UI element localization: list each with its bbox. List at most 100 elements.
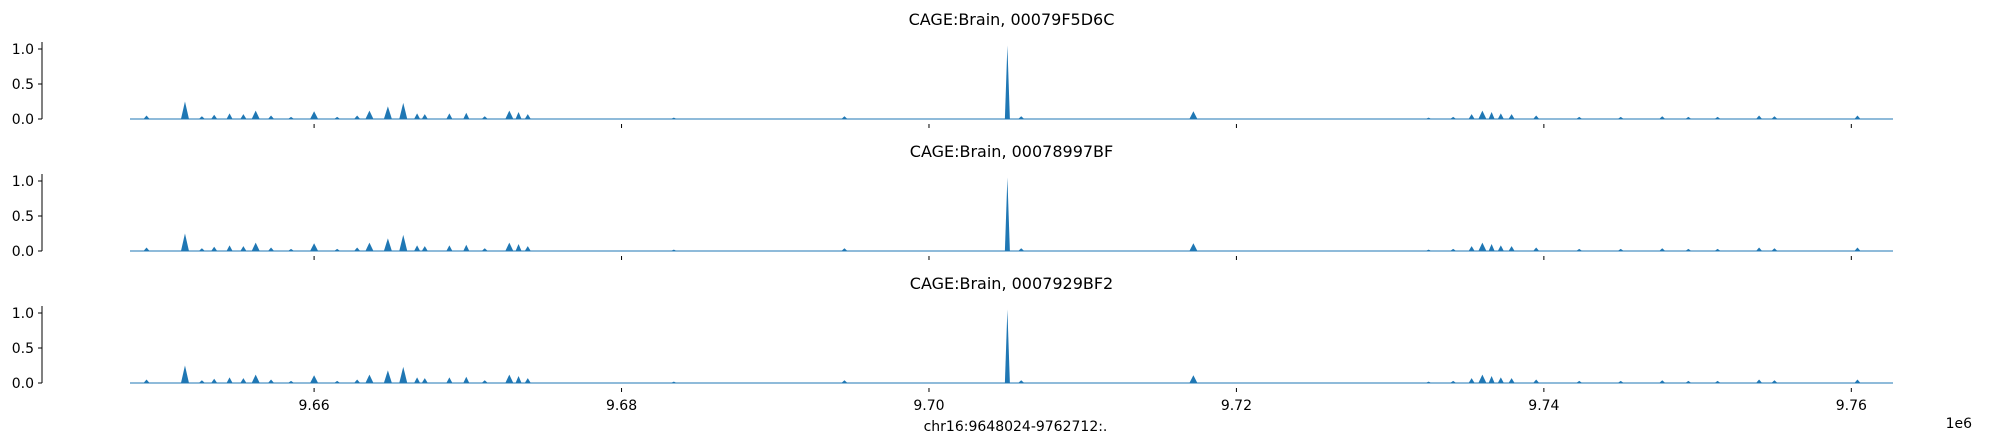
signal-peak <box>1617 248 1624 251</box>
signal-peak <box>1497 245 1504 251</box>
signal-peak <box>143 379 150 383</box>
signal-peak <box>1478 242 1487 251</box>
signal-peak <box>1533 115 1540 119</box>
signal-peak <box>505 374 514 383</box>
signal-peak <box>268 379 275 383</box>
signal-peak <box>1756 115 1763 119</box>
signal-peak <box>505 110 514 119</box>
signal-peak <box>334 380 341 383</box>
x-tick-label: 9.74 <box>1528 398 1559 414</box>
signal-peak <box>240 378 247 383</box>
signal-peak <box>211 378 218 383</box>
signal-peak <box>383 370 392 383</box>
signal-peak <box>463 112 470 119</box>
y-tick-label: 0.0 <box>12 244 34 260</box>
signal-peak <box>399 234 408 251</box>
signal-peak <box>143 115 150 119</box>
signal-peak <box>365 374 374 383</box>
y-tick-label: 0.5 <box>12 209 34 225</box>
signal-peak <box>414 113 421 119</box>
panel-2: CAGE:Brain, 00078997BF 0.0 0.5 1.0 <box>12 142 1893 260</box>
signal-peak <box>1576 248 1583 251</box>
signal-peak <box>1714 116 1721 119</box>
x-tick-label: 9.76 <box>1836 398 1867 414</box>
signal-peak <box>1018 116 1025 119</box>
signal-peak <box>414 377 421 383</box>
signal-peak <box>198 116 205 119</box>
signal-peak <box>1004 309 1010 383</box>
signal-peak <box>1189 243 1198 251</box>
signal-peak <box>1189 111 1198 119</box>
signal-peak <box>1497 377 1504 383</box>
panel-3: CAGE:Brain, 0007929BF2 0.0 0.5 1.0 9.66 9.68 9… <box>12 274 1972 435</box>
x-offset-label: 1e6 <box>1946 416 1973 432</box>
signal-peak <box>310 243 319 251</box>
signal-peak <box>354 115 361 119</box>
signal-peak <box>515 376 522 383</box>
signal-peak <box>288 380 295 383</box>
signal-peak <box>421 378 428 383</box>
signal-peak <box>383 106 392 119</box>
signal-peak <box>446 113 453 119</box>
signal-peak <box>334 116 341 119</box>
signal-peak <box>1854 247 1861 251</box>
signal-peak <box>1659 116 1666 119</box>
y-tick-label: 1.0 <box>12 306 34 322</box>
signal-peak <box>1004 177 1010 251</box>
signal-peak <box>1854 379 1861 383</box>
signal-peak <box>399 102 408 119</box>
signal-peak <box>288 248 295 251</box>
signal-peak <box>1685 380 1692 383</box>
signal-peak <box>1714 248 1721 251</box>
signal-peak <box>1617 380 1624 383</box>
signal-peak <box>354 247 361 251</box>
x-axis-label: chr16:9648024-9762712:. <box>924 419 1108 435</box>
signal-peak <box>240 246 247 251</box>
signal-peak <box>515 244 522 251</box>
signal-peak <box>481 380 488 383</box>
signal-peak <box>251 242 260 251</box>
x-tick-label: 9.72 <box>1221 398 1252 414</box>
signal-peak <box>334 248 341 251</box>
x-tick-label: 9.68 <box>606 398 637 414</box>
signal-peak <box>1508 378 1515 383</box>
signal-peak <box>1018 248 1025 251</box>
signal-peak <box>1488 376 1495 383</box>
signal-peak <box>1478 374 1487 383</box>
panel-1: CAGE:Brain, 00079F5D6C 0.0 0.5 1.0 <box>12 10 1893 128</box>
y-tick-label: 1.0 <box>12 42 34 58</box>
signal-peak <box>1771 248 1778 251</box>
x-tick-label: 9.66 <box>299 398 330 414</box>
signal-peak <box>414 245 421 251</box>
x-tick-label: 9.70 <box>913 398 944 414</box>
signal-peak <box>399 366 408 383</box>
signal-peak <box>1659 380 1666 383</box>
signal-peak <box>1533 379 1540 383</box>
signal-peak <box>1497 113 1504 119</box>
signal-peak <box>180 233 189 251</box>
signal-peak <box>1854 115 1861 119</box>
signal-peak <box>421 246 428 251</box>
panel-title: CAGE:Brain, 00078997BF <box>910 142 1113 161</box>
signal-peak <box>463 376 470 383</box>
signal-peak <box>1756 247 1763 251</box>
signal-peak <box>1425 381 1432 383</box>
y-tick-label: 0.5 <box>12 341 34 357</box>
signal-peak <box>354 379 361 383</box>
signal-peak <box>240 114 247 119</box>
signal-peak <box>1685 248 1692 251</box>
signal-peak <box>1425 117 1432 119</box>
signal-peak <box>1450 380 1457 383</box>
signal-peak <box>1468 378 1475 383</box>
signal-peak <box>1468 114 1475 119</box>
signal-peak <box>1617 116 1624 119</box>
y-tick-label: 1.0 <box>12 174 34 190</box>
signal-peak <box>481 116 488 119</box>
signal-peak <box>1771 116 1778 119</box>
signal-peak <box>481 248 488 251</box>
signal-peak <box>1756 379 1763 383</box>
signal-peak <box>446 377 453 383</box>
signal-peak <box>670 117 677 119</box>
signal-peak <box>143 247 150 251</box>
